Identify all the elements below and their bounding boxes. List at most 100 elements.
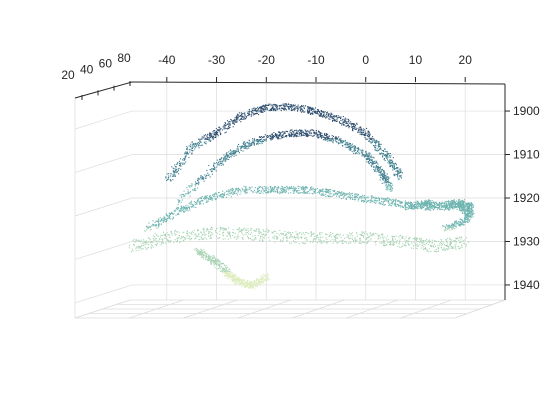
data-point [177,237,179,239]
data-point [360,150,362,152]
data-point [313,132,315,134]
data-point [391,164,393,166]
data-point [232,151,234,153]
data-point [453,240,455,242]
data-point [408,204,410,206]
data-point [435,251,437,253]
data-point [243,189,245,191]
data-point [400,174,402,176]
data-point [278,108,280,110]
data-point [401,235,403,237]
data-point [253,283,255,285]
data-point [232,187,234,189]
data-point [440,247,442,249]
data-point [271,189,273,191]
data-point [210,135,212,137]
data-point [392,164,394,166]
data-point [158,238,160,240]
data-point [176,168,178,170]
data-point [323,136,325,138]
data-point [445,207,447,209]
data-point [382,201,384,203]
data-point [284,131,286,133]
data-point [302,190,304,192]
data-point [299,186,301,188]
data-point [423,200,425,202]
data-point [469,215,471,217]
data-point [221,267,223,269]
data-point [196,182,198,184]
data-point [239,193,241,195]
data-point [240,114,242,116]
data-point [202,256,204,258]
data-point [215,260,217,262]
data-point [207,228,209,230]
data-point [354,238,356,240]
data-point [369,200,371,202]
data-point [265,104,267,106]
data-point [229,271,231,273]
data-point [441,201,443,203]
data-point [264,188,266,190]
data-point [255,191,257,193]
data-point [210,134,212,136]
data-point [302,232,304,234]
data-point [224,265,226,267]
data-point [350,193,352,195]
data-point [360,134,362,136]
data-point [319,112,321,114]
data-point [342,116,344,118]
data-point [321,190,323,192]
data-point [325,137,327,139]
data-point [254,138,256,140]
data-point [300,192,302,194]
data-point [262,104,264,106]
data-point [301,135,303,137]
data-point [317,109,319,111]
data-point [223,158,225,160]
data-point [218,160,220,162]
data-point [215,198,217,200]
data-point [219,130,221,132]
data-point [191,145,193,147]
data-point [361,131,363,133]
data-point [296,190,298,192]
data-point [190,145,192,147]
data-point [238,280,240,282]
data-point [264,109,266,111]
data-point [320,115,322,117]
data-point [201,176,203,178]
data-point [371,197,373,199]
data-point [224,159,226,161]
data-point [443,206,445,208]
data-point [367,234,369,236]
data-point [340,119,342,121]
data-point [310,109,312,111]
data-point [273,108,275,110]
data-point [211,232,213,234]
data-point [415,206,417,208]
data-point [231,279,233,281]
data-point [402,245,404,247]
data-point [200,231,202,233]
data-point [234,119,236,121]
data-point [357,130,359,132]
data-point [174,234,176,236]
data-point [171,213,173,215]
data-point [340,141,342,143]
data-point [227,193,229,195]
data-point [166,214,168,216]
data-point [258,114,260,116]
data-point [364,129,366,131]
data-point [238,236,240,238]
data-point [220,195,222,197]
data-point [259,186,261,188]
data-point [353,128,355,130]
data-point [385,187,387,189]
data-point [380,170,382,172]
data-point [258,139,260,141]
data-point [218,128,220,130]
data-point [385,155,387,157]
data-point [219,263,221,265]
data-point [375,160,377,162]
